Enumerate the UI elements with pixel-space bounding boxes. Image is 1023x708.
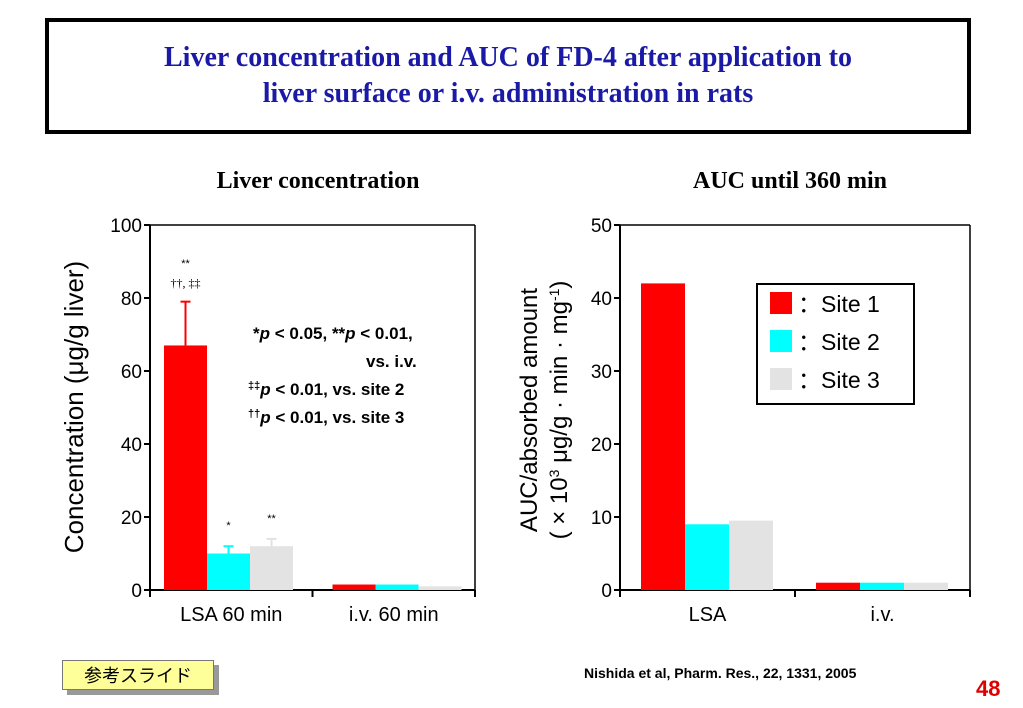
x-tick-label-0: LSA 60 min (180, 604, 282, 626)
bar-0-0-2 (250, 546, 293, 590)
y-tick-label-0: 60 (121, 362, 142, 383)
y-tick-label-1: 30 (591, 362, 612, 383)
y-tick-label-0: 0 (131, 581, 142, 602)
p-value-note-1: *p < 0.05, **p < 0.01, (253, 324, 413, 343)
y-axis-label-concentration: Concentration (μg/g liver) (59, 261, 89, 553)
slide-title-line-1: Liver concentration and AUC of FD-4 afte… (163, 42, 853, 73)
legend-label-site-2: ：Site 2 (798, 329, 880, 355)
y-tick-label-1: 20 (591, 435, 612, 456)
y-tick-label-0: 100 (110, 216, 142, 237)
chart-title-liver-concentration: Liver concentration (217, 168, 420, 194)
slide-title-line-2: liver surface or i.v. administration in … (262, 78, 754, 109)
page-number: 48 (976, 676, 1001, 701)
legend-swatch-site-2 (770, 330, 792, 352)
bar-0-0-0 (164, 345, 207, 590)
bar-1-1-0 (816, 582, 860, 590)
p-value-note-4: ††p < 0.01, vs. site 3 (248, 408, 404, 427)
significance-mark: * (226, 520, 231, 532)
y-tick-label-1: 0 (601, 581, 612, 602)
reference-slide-button[interactable]: 参考スライド (62, 660, 214, 690)
legend-label-site-1: ：Site 1 (798, 291, 880, 317)
x-tick-label-0: i.v. 60 min (349, 604, 439, 626)
legend-label-site-3: ：Site 3 (798, 367, 880, 393)
legend-swatch-site-3 (770, 368, 792, 390)
x-tick-label-1: LSA (689, 604, 727, 626)
y-axis-label-auc-line-2: ( × 103 μg/g · min · mg-1) (546, 281, 573, 540)
y-tick-label-0: 20 (121, 508, 142, 529)
bar-1-0-2 (729, 520, 773, 590)
p-value-note-3: ‡‡p < 0.01, vs. site 2 (248, 380, 404, 399)
bar-0-0-1 (207, 553, 250, 590)
significance-mark: ** (267, 513, 276, 525)
y-tick-label-0: 40 (121, 435, 142, 456)
x-tick-label-1: i.v. (870, 604, 894, 626)
bar-0-1-2 (418, 586, 462, 590)
y-tick-label-1: 10 (591, 508, 612, 529)
significance-mark: ** (181, 258, 190, 270)
p-value-note-2: vs. i.v. (366, 352, 417, 371)
y-tick-label-0: 80 (121, 289, 142, 310)
slide-title-box: Liver concentration and AUC of FD-4 afte… (45, 18, 971, 134)
y-tick-label-1: 40 (591, 289, 612, 310)
bar-1-1-1 (860, 582, 904, 590)
chart-title-auc: AUC until 360 min (693, 168, 887, 194)
bar-1-0-0 (641, 283, 685, 590)
bar-0-1-1 (375, 584, 419, 590)
bar-1-1-2 (904, 582, 948, 590)
legend-swatch-site-1 (770, 292, 792, 314)
bar-1-0-1 (685, 524, 729, 590)
y-tick-label-1: 50 (591, 216, 612, 237)
citation: Nishida et al, Pharm. Res., 22, 1331, 20… (584, 665, 857, 681)
y-axis-label-auc-line-1: AUC/absorbed amount (516, 288, 543, 532)
bar-0-1-0 (332, 584, 376, 590)
significance-mark: ††, ‡‡ (171, 276, 201, 290)
